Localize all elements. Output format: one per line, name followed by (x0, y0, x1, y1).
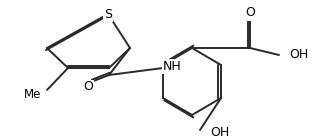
Text: S: S (104, 8, 112, 20)
Text: NH: NH (163, 60, 182, 73)
Text: OH: OH (289, 48, 308, 61)
Text: Me: Me (24, 88, 41, 101)
Text: O: O (245, 6, 255, 19)
Text: OH: OH (210, 125, 229, 138)
Text: O: O (83, 80, 93, 94)
